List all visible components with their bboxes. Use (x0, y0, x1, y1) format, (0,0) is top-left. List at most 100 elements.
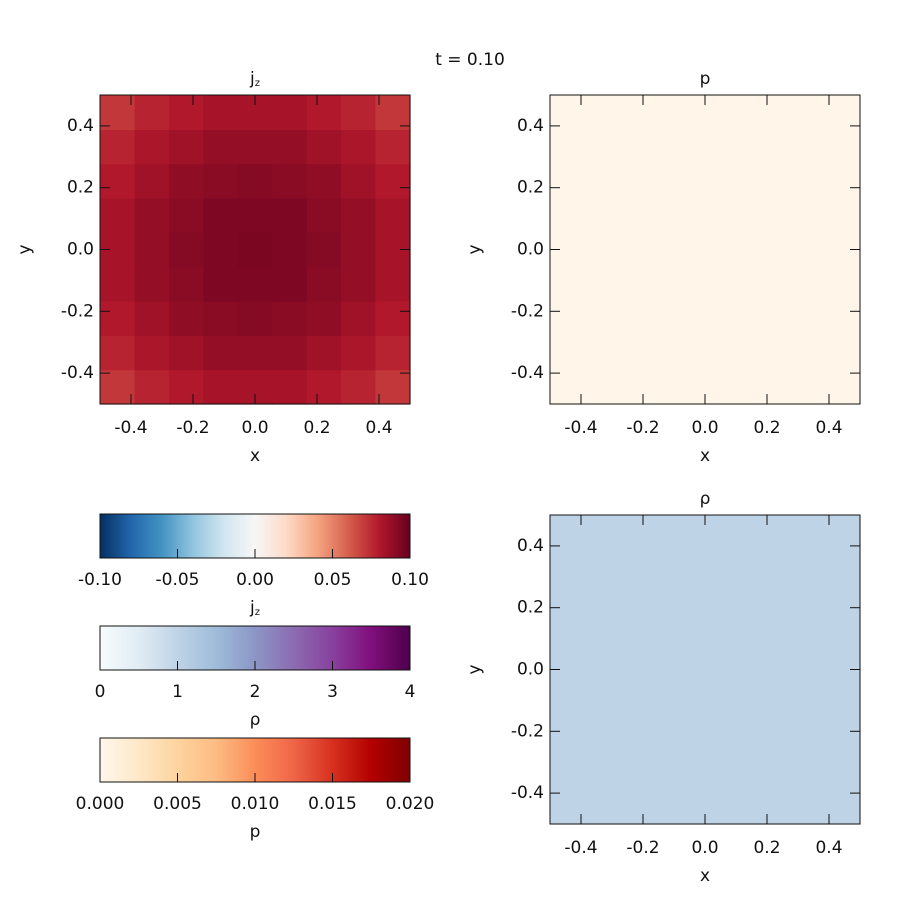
colorbar-tick-label: 0.015 (308, 794, 357, 814)
colorbar-tick-label: 0.010 (231, 794, 280, 814)
panel-title-subscript: z (255, 78, 260, 89)
heatmap-cell (203, 163, 239, 199)
heatmap-cell (375, 95, 411, 131)
heatmap-cell (550, 515, 861, 825)
y-axis-label: y (465, 244, 485, 254)
y-tick-label: -0.2 (511, 721, 544, 741)
x-tick-label: 0.0 (691, 418, 718, 438)
heatmap-cell (237, 266, 273, 302)
heatmap-cell (203, 95, 239, 131)
heatmap-cell (375, 198, 411, 233)
x-tick-label: -0.4 (114, 418, 147, 438)
heatmap-cell (237, 163, 273, 199)
heatmap-cell (272, 300, 308, 336)
y-tick-label: 0.2 (517, 598, 544, 618)
heatmap-cell (272, 266, 308, 302)
heatmap-cell (100, 95, 136, 131)
heatmap-cell (341, 232, 377, 268)
heatmap-cell (375, 369, 411, 405)
y-tick-label: 0.2 (67, 178, 94, 198)
heatmap-cell (203, 300, 239, 336)
x-tick-label: 0.2 (303, 418, 330, 438)
colorbar-label-main: p (250, 822, 261, 842)
heatmap-cell (237, 232, 273, 268)
x-tick-label: -0.2 (626, 418, 659, 438)
heatmap-cell (203, 198, 239, 233)
x-axis-label: x (250, 446, 260, 466)
colorbar-tick-label: 1 (172, 682, 183, 702)
x-tick-label: 0.0 (691, 838, 718, 858)
heatmap-cell (306, 300, 342, 336)
y-tick-label: -0.4 (511, 783, 544, 803)
heatmap-cell (272, 129, 308, 165)
x-tick-label: 0.4 (815, 838, 842, 858)
heatmap-cell (306, 232, 342, 268)
heatmap-cell (306, 129, 342, 165)
heatmap-cell (272, 163, 308, 199)
colorbar-tick-label: -0.10 (78, 570, 122, 590)
heatmap-cell (134, 198, 170, 233)
heatmap-cell (237, 335, 273, 371)
heatmap-cell (341, 163, 377, 199)
colorbar-label: ρ (250, 710, 261, 730)
panel-title: ρ (700, 489, 711, 509)
heatmap-cell (100, 300, 136, 336)
x-axis-label: x (700, 446, 710, 466)
x-tick-label: -0.2 (626, 838, 659, 858)
heatmap-cell (306, 369, 342, 405)
colorbar-tick-label: 0.000 (76, 794, 125, 814)
colorbar-tick-label: 0 (95, 682, 106, 702)
heatmap-cell (100, 129, 136, 165)
heatmap-cell (306, 95, 342, 131)
heatmap-cell (375, 335, 411, 371)
y-tick-label: -0.4 (61, 363, 94, 383)
panel-title: p (700, 69, 711, 89)
heatmap-cell (375, 163, 411, 199)
heatmap-cell (168, 266, 204, 302)
heatmap-cell (134, 300, 170, 336)
heatmap-cell (375, 266, 411, 302)
heatmap-cell (341, 129, 377, 165)
heatmap-cell (237, 198, 273, 233)
y-tick-label: -0.2 (511, 301, 544, 321)
y-tick-label: 0.4 (517, 116, 544, 136)
heatmap-cell (100, 198, 136, 233)
heatmap-cell (341, 369, 377, 405)
colorbar-label-subscript: z (255, 607, 260, 618)
panel-title: jz (249, 69, 260, 89)
y-tick-label: 0.0 (517, 240, 544, 260)
heatmap-cell (341, 300, 377, 336)
x-tick-label: 0.4 (365, 418, 392, 438)
x-axis-label: x (700, 866, 710, 886)
colorbar-label-main: ρ (250, 710, 261, 730)
x-tick-label: 0.0 (241, 418, 268, 438)
heatmap-cell (237, 129, 273, 165)
heatmap-cell (168, 163, 204, 199)
y-tick-label: 0.4 (517, 536, 544, 556)
heatmap-cell (134, 163, 170, 199)
heatmap-cell (341, 198, 377, 233)
heatmap-cell (272, 95, 308, 131)
x-tick-label: 0.4 (815, 418, 842, 438)
colorbar-tick-label: -0.05 (156, 570, 200, 590)
x-tick-label: -0.2 (176, 418, 209, 438)
heatmap-cell (272, 198, 308, 233)
heatmap-cell (306, 163, 342, 199)
heatmap-cell (306, 266, 342, 302)
heatmap-cell (203, 266, 239, 302)
x-tick-label: -0.4 (564, 418, 597, 438)
colorbar-tick-label: 0.10 (391, 570, 429, 590)
heatmap-cell (550, 95, 861, 405)
heatmap-cell (341, 335, 377, 371)
heatmap-cell (306, 335, 342, 371)
heatmap-cell (341, 95, 377, 131)
heatmap-cell (237, 300, 273, 336)
heatmap-cell (375, 129, 411, 165)
colorbar-label: p (250, 822, 261, 842)
heatmap-cell (203, 369, 239, 405)
figure-title: t = 0.10 (435, 50, 505, 70)
colorbar-tick-label: 0.05 (314, 570, 352, 590)
heatmap-cell (168, 232, 204, 268)
y-tick-label: 0.2 (517, 178, 544, 198)
